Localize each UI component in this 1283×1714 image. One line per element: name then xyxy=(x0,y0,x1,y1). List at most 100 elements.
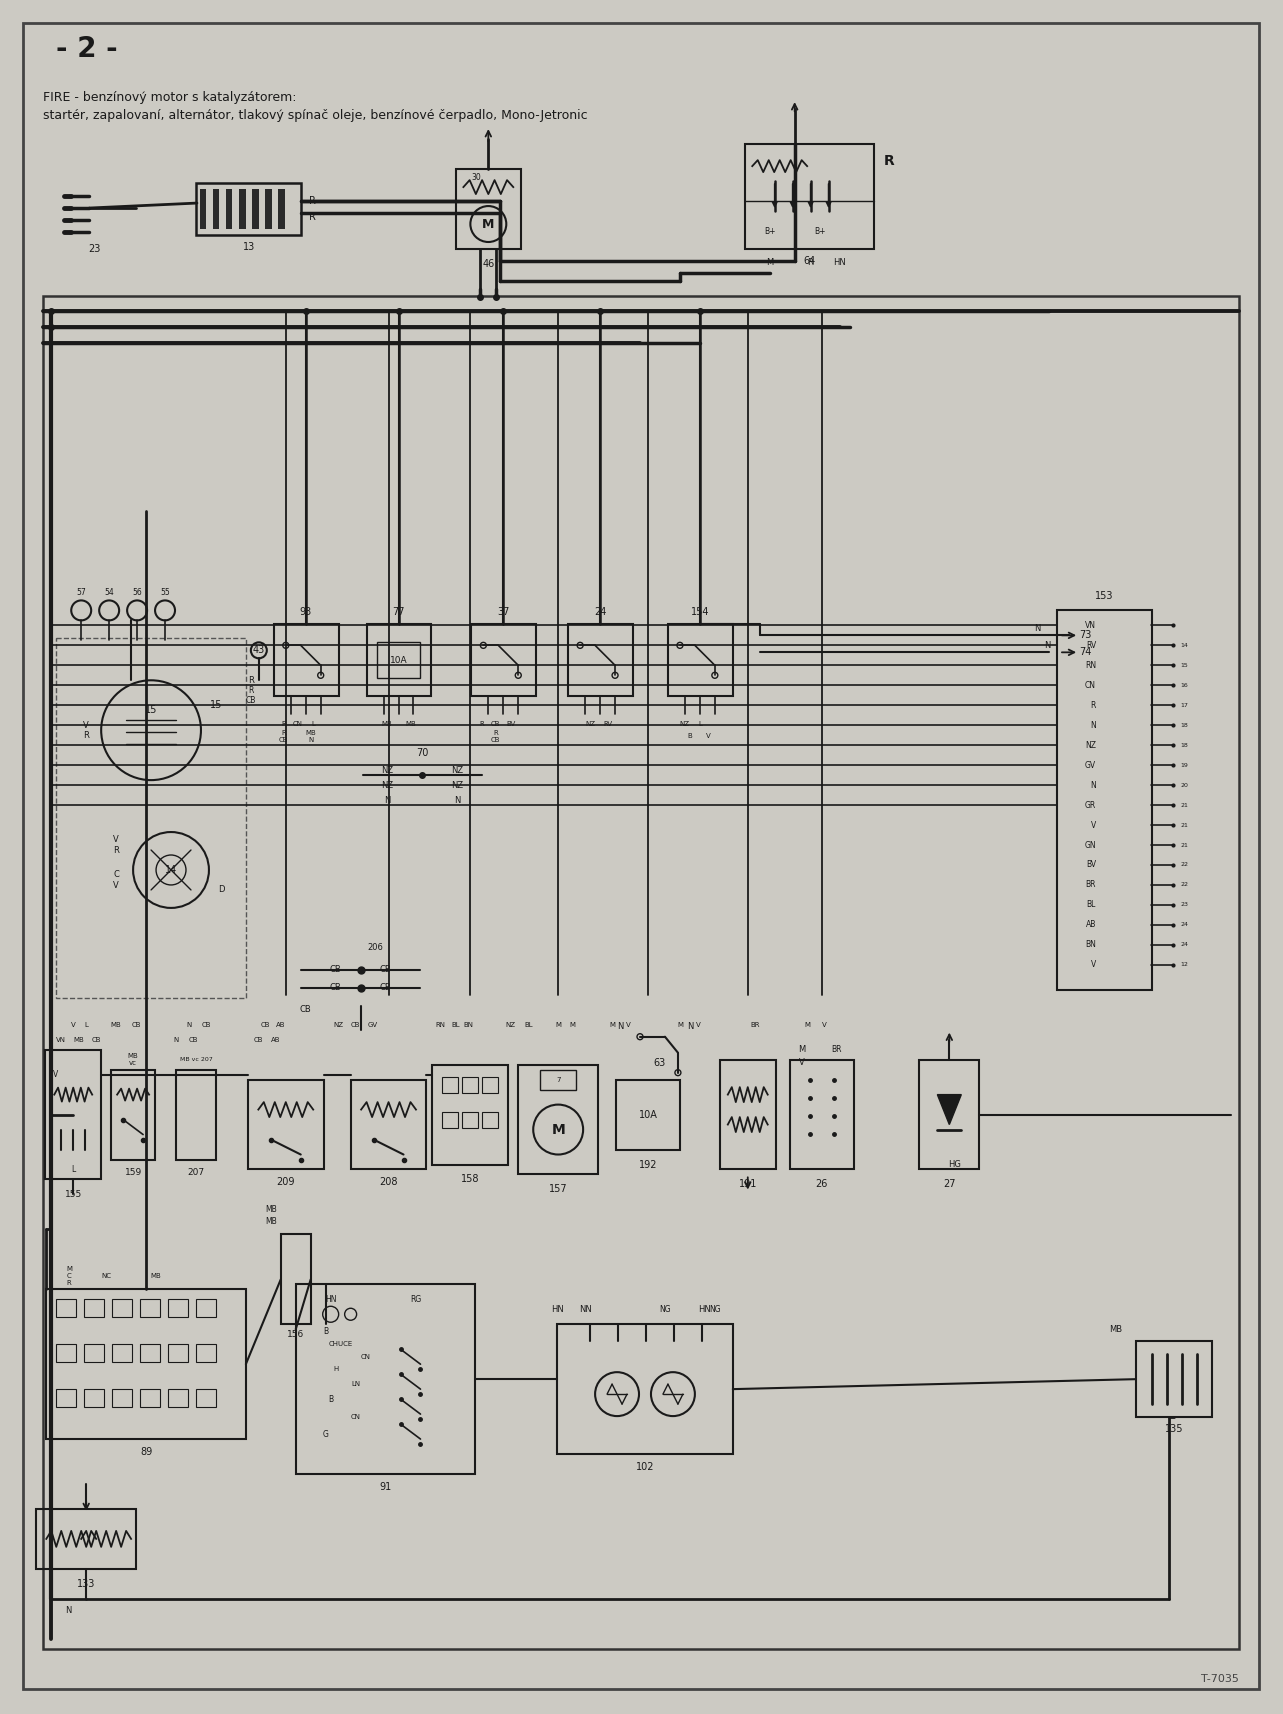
Text: 16: 16 xyxy=(1180,682,1188,687)
Text: MB: MB xyxy=(381,722,391,727)
Bar xyxy=(482,1076,498,1092)
Bar xyxy=(85,1344,104,1363)
Text: 18: 18 xyxy=(1180,723,1188,728)
Text: 13: 13 xyxy=(242,242,255,252)
Bar xyxy=(226,189,232,228)
Text: MB: MB xyxy=(264,1217,277,1226)
Bar xyxy=(168,1388,189,1407)
Text: 135: 135 xyxy=(1165,1424,1183,1435)
Text: CB: CB xyxy=(380,984,391,992)
Text: HN: HN xyxy=(833,259,845,267)
Text: 158: 158 xyxy=(461,1174,480,1184)
Text: R: R xyxy=(479,722,484,727)
Text: GN: GN xyxy=(1084,840,1096,850)
Bar xyxy=(253,189,259,228)
Text: AB: AB xyxy=(271,1037,281,1042)
Text: M: M xyxy=(804,1022,811,1028)
Bar xyxy=(239,189,245,228)
Text: 102: 102 xyxy=(636,1462,654,1472)
Text: V: V xyxy=(1091,960,1096,970)
Bar xyxy=(56,1299,76,1318)
Text: R
CB: R CB xyxy=(490,730,500,742)
Bar xyxy=(196,1388,216,1407)
Text: N: N xyxy=(1044,641,1051,650)
Text: 10A: 10A xyxy=(390,656,407,665)
Text: NN: NN xyxy=(579,1304,591,1313)
Text: 19: 19 xyxy=(1180,763,1189,768)
Text: V: V xyxy=(799,1058,804,1068)
Text: 54: 54 xyxy=(104,588,114,596)
Text: D: D xyxy=(218,886,225,895)
Bar xyxy=(789,1059,853,1169)
Text: B: B xyxy=(323,1327,328,1335)
Text: 63: 63 xyxy=(654,1058,666,1068)
Text: 14: 14 xyxy=(166,866,177,874)
Bar xyxy=(46,1289,246,1440)
Text: BR: BR xyxy=(1085,881,1096,890)
Bar xyxy=(196,183,302,235)
Polygon shape xyxy=(938,1095,961,1124)
Bar xyxy=(140,1344,160,1363)
Bar xyxy=(1057,610,1152,989)
Text: HN: HN xyxy=(550,1304,563,1313)
Text: G: G xyxy=(323,1429,328,1438)
Bar xyxy=(557,1325,733,1453)
Text: 26: 26 xyxy=(816,1179,828,1190)
Text: T-7035: T-7035 xyxy=(1201,1673,1238,1683)
Text: 37: 37 xyxy=(497,607,509,617)
Text: AB: AB xyxy=(276,1022,286,1028)
Bar xyxy=(85,1299,104,1318)
Bar xyxy=(196,1344,216,1363)
Bar xyxy=(112,1388,132,1407)
Text: MB: MB xyxy=(150,1274,162,1279)
Text: R: R xyxy=(309,213,316,223)
Text: V
R: V R xyxy=(83,720,89,740)
Text: N: N xyxy=(186,1022,191,1028)
Text: V: V xyxy=(706,734,711,739)
Text: 159: 159 xyxy=(124,1167,141,1178)
Bar xyxy=(112,1299,132,1318)
Text: B+: B+ xyxy=(813,226,825,235)
Text: NG: NG xyxy=(709,1304,721,1313)
Bar xyxy=(540,1070,576,1090)
Text: 21: 21 xyxy=(1180,843,1189,847)
Text: 12: 12 xyxy=(1180,962,1189,967)
Text: GV: GV xyxy=(367,1022,377,1028)
Text: 209: 209 xyxy=(277,1178,295,1188)
Text: 24: 24 xyxy=(1180,943,1189,948)
Text: HN: HN xyxy=(698,1304,711,1313)
Text: M: M xyxy=(556,1022,561,1028)
Bar xyxy=(377,643,421,679)
Text: - 2 -: - 2 - xyxy=(56,36,118,63)
Text: AB: AB xyxy=(1085,920,1096,929)
Bar xyxy=(112,1070,155,1159)
Text: L: L xyxy=(312,722,316,727)
Text: NZ: NZ xyxy=(381,780,394,790)
Text: GV: GV xyxy=(1085,761,1096,770)
Text: NZ: NZ xyxy=(334,1022,344,1028)
Text: VN: VN xyxy=(56,1037,67,1042)
Text: 21: 21 xyxy=(1180,823,1189,828)
Text: 191: 191 xyxy=(739,1179,757,1190)
Bar xyxy=(45,1049,101,1179)
Text: 15: 15 xyxy=(1180,663,1188,668)
Bar xyxy=(720,1059,776,1169)
Bar xyxy=(443,1076,458,1092)
Text: V: V xyxy=(695,1022,701,1028)
Text: NZ: NZ xyxy=(452,766,463,775)
Bar xyxy=(36,1508,136,1568)
Text: BV: BV xyxy=(507,722,516,727)
Text: 93: 93 xyxy=(300,607,312,617)
Text: 91: 91 xyxy=(380,1483,391,1491)
Text: N: N xyxy=(454,795,461,804)
Text: R: R xyxy=(281,722,286,727)
Text: 206: 206 xyxy=(368,943,384,953)
Text: RN: RN xyxy=(1085,662,1096,670)
Text: BL: BL xyxy=(1087,900,1096,910)
Text: 7: 7 xyxy=(556,1076,561,1083)
Text: 70: 70 xyxy=(416,749,429,758)
Text: 23: 23 xyxy=(1180,903,1189,907)
Text: 89: 89 xyxy=(140,1447,153,1457)
Text: NC: NC xyxy=(101,1274,112,1279)
Text: V: V xyxy=(71,1022,76,1028)
